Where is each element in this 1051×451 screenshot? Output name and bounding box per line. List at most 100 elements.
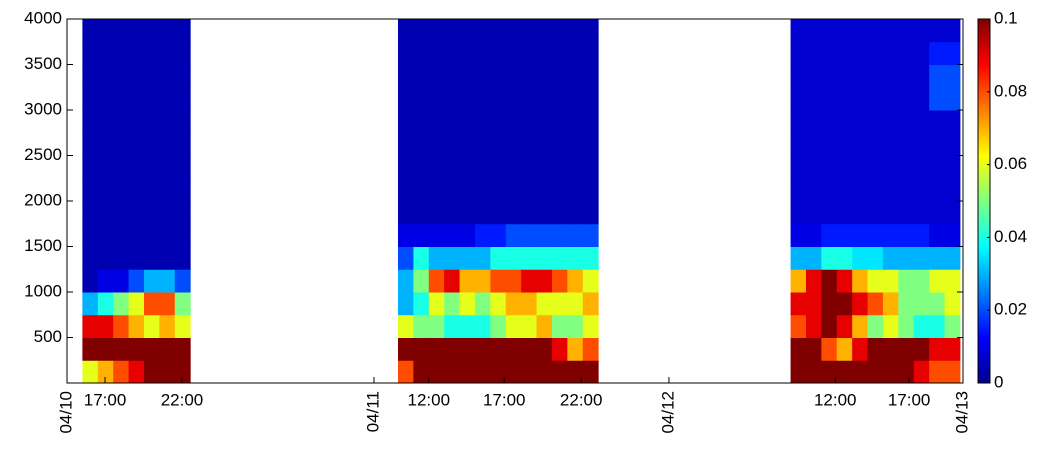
heat-cell: [128, 314, 145, 338]
heat-cell: [882, 360, 899, 383]
heat-cell: [836, 110, 853, 134]
heat-cell: [128, 19, 145, 43]
heat-cell: [867, 110, 884, 134]
heat-cell: [551, 314, 568, 338]
heat-cell: [867, 87, 884, 111]
heat-cell: [944, 223, 961, 247]
heat-cell: [852, 110, 869, 134]
heat-cell: [143, 360, 160, 383]
heat-cell: [582, 41, 599, 65]
heat-cell: [536, 201, 553, 225]
heat-cell: [521, 201, 538, 225]
heat-cell: [444, 110, 461, 134]
heat-cell: [536, 269, 553, 293]
heat-cell: [82, 201, 99, 225]
heat-cell: [413, 110, 430, 134]
heat-cell: [413, 87, 430, 111]
heat-cell: [113, 155, 130, 179]
date-tick-label: 04/12: [658, 391, 677, 434]
heat-cell: [174, 269, 191, 293]
heat-cell: [882, 155, 899, 179]
heat-cell: [413, 269, 430, 293]
heat-cell: [82, 87, 99, 111]
heat-cell: [805, 201, 822, 225]
heat-cell: [521, 87, 538, 111]
heat-cell: [536, 41, 553, 65]
heat-cell: [913, 292, 930, 316]
heat-cell: [790, 87, 807, 111]
heat-cell: [852, 314, 869, 338]
heat-cell: [898, 223, 915, 247]
heat-cell: [882, 292, 899, 316]
heat-cell: [929, 201, 946, 225]
heat-cell: [97, 19, 114, 43]
heat-cell: [929, 41, 946, 65]
heat-cell: [929, 64, 946, 88]
heat-cell: [929, 292, 946, 316]
heat-cell: [521, 292, 538, 316]
heat-cell: [944, 41, 961, 65]
heat-cell: [174, 337, 191, 361]
heat-cell: [128, 110, 145, 134]
heat-cell: [898, 292, 915, 316]
y-tick-label: 3500: [24, 54, 62, 73]
heat-cell: [821, 19, 838, 43]
heat-cell: [474, 269, 491, 293]
heat-cell: [805, 110, 822, 134]
heat-cell: [97, 155, 114, 179]
heat-cell: [113, 337, 130, 361]
heat-cell: [944, 178, 961, 202]
heat-cell: [444, 337, 461, 361]
heat-cell: [459, 64, 476, 88]
heat-cell: [821, 246, 838, 270]
heat-cell: [97, 314, 114, 338]
heat-cell: [128, 41, 145, 65]
heat-cell: [882, 41, 899, 65]
heat-cell: [174, 41, 191, 65]
heat-cell: [397, 292, 414, 316]
heat-cell: [536, 178, 553, 202]
heat-cell: [582, 87, 599, 111]
heat-cell: [882, 64, 899, 88]
heat-cell: [582, 178, 599, 202]
heat-cell: [582, 110, 599, 134]
heat-cell: [97, 337, 114, 361]
heat-cell: [505, 41, 522, 65]
heat-cell: [143, 132, 160, 156]
heat-cell: [128, 132, 145, 156]
y-tick-label: 500: [34, 327, 62, 346]
heat-cell: [882, 314, 899, 338]
heat-cell: [898, 337, 915, 361]
heat-cell: [852, 41, 869, 65]
heat-cell: [790, 41, 807, 65]
heat-cell: [159, 269, 176, 293]
heat-cell: [551, 87, 568, 111]
y-tick-label: 2500: [24, 145, 62, 164]
heat-cell: [174, 132, 191, 156]
heat-cell: [143, 64, 160, 88]
heat-cell: [805, 64, 822, 88]
heat-cell: [413, 246, 430, 270]
heat-cell: [444, 41, 461, 65]
heat-cell: [805, 178, 822, 202]
heat-cell: [521, 19, 538, 43]
heat-cell: [836, 292, 853, 316]
heat-cell: [944, 314, 961, 338]
heat-cell: [913, 360, 930, 383]
heat-cell: [397, 19, 414, 43]
heat-cell: [536, 64, 553, 88]
heat-cell: [428, 178, 445, 202]
heat-cell: [929, 314, 946, 338]
heat-cell: [821, 132, 838, 156]
heat-cell: [490, 360, 507, 383]
heat-cell: [505, 223, 522, 247]
heat-cell: [174, 155, 191, 179]
heat-cell: [428, 132, 445, 156]
heat-cell: [929, 178, 946, 202]
heat-cell: [551, 110, 568, 134]
heat-cell: [444, 132, 461, 156]
heat-cell: [113, 110, 130, 134]
colorbar: [977, 18, 991, 384]
heat-cell: [836, 19, 853, 43]
heat-cell: [97, 64, 114, 88]
